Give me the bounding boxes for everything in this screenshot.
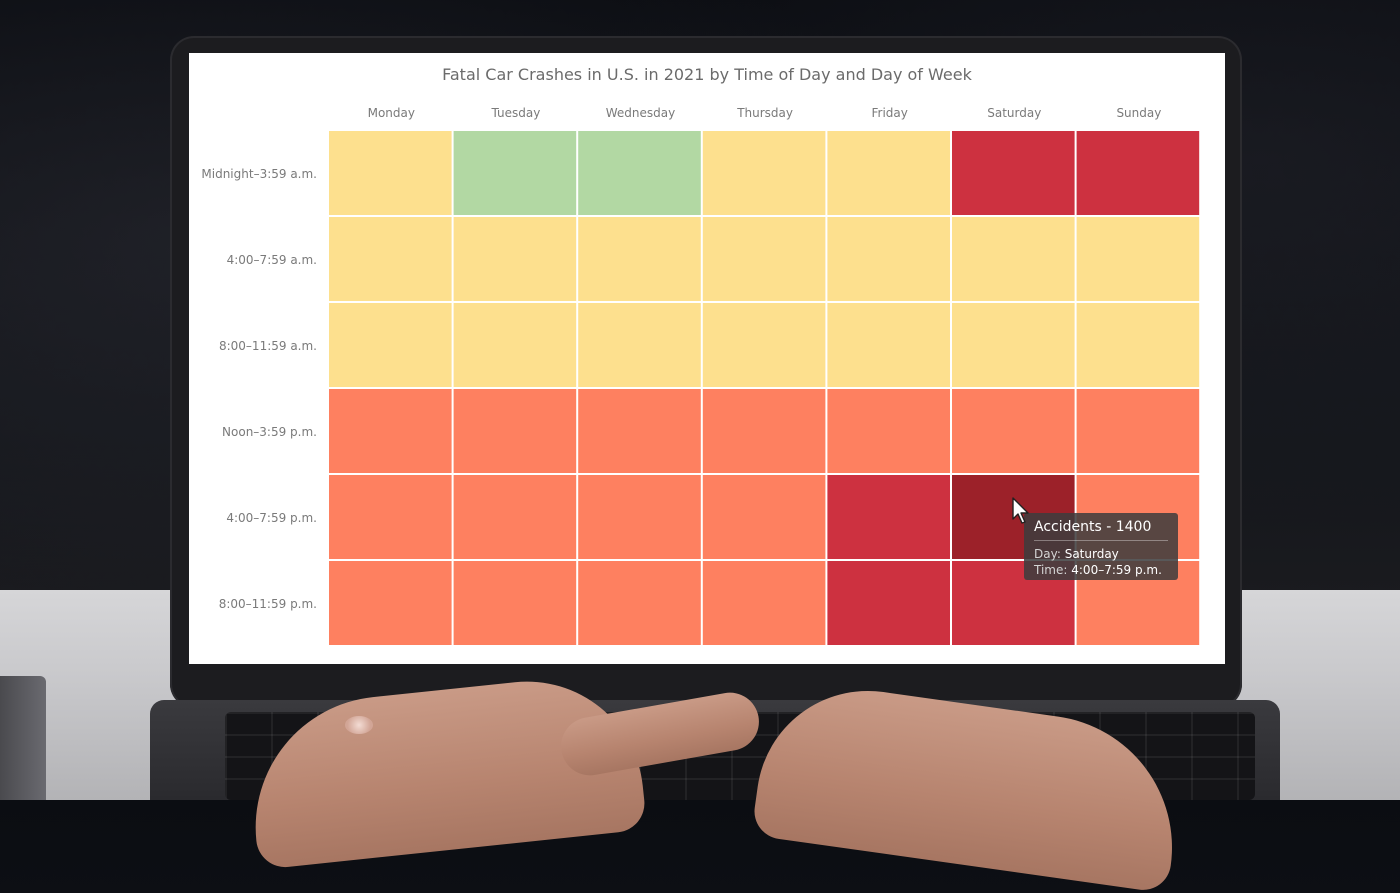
heatmap-cell[interactable] [578,303,701,387]
heatmap-cell[interactable] [453,389,577,473]
tooltip-time-key: Time: [1034,563,1068,577]
heatmap-cell[interactable] [329,217,452,301]
heatmap-cell[interactable] [578,561,701,645]
tooltip-title: Accidents - 1400 [1034,519,1152,535]
heatmap-cell[interactable] [578,475,701,559]
heatmap-cell[interactable] [1076,303,1200,387]
x-tick-label: Saturday [987,106,1041,120]
y-tick-label: 8:00–11:59 p.m. [219,597,317,611]
tooltip-divider [1034,540,1168,541]
heatmap-cell[interactable] [702,561,826,645]
heatmap-cell[interactable] [578,389,701,473]
ring [345,716,373,734]
mouse-cursor-icon [1012,497,1029,524]
x-tick-label: Wednesday [606,106,675,120]
heatmap-cell[interactable] [1076,389,1200,473]
laptop-screen: Fatal Car Crashes in U.S. in 2021 by Tim… [189,53,1225,664]
y-tick-label: Noon–3:59 p.m. [222,425,317,439]
heatmap-cell[interactable] [578,217,701,301]
heatmap-cell[interactable] [827,561,950,645]
heatmap-cell[interactable] [453,131,577,215]
y-tick-label: Midnight–3:59 a.m. [201,167,317,181]
heatmap-cell[interactable] [453,303,577,387]
heatmap-cell[interactable] [827,217,950,301]
x-tick-label: Tuesday [490,106,540,120]
heatmap-cell[interactable] [453,475,577,559]
heatmap-cell[interactable] [1076,131,1200,215]
tooltip-time-value: 4:00–7:59 p.m. [1071,563,1162,577]
x-tick-label: Thursday [736,106,793,120]
heatmap-cell[interactable] [952,303,1075,387]
book-stack [0,676,46,800]
x-tick-label: Monday [368,106,415,120]
y-tick-label: 8:00–11:59 a.m. [219,339,317,353]
heatmap-cell[interactable] [702,303,826,387]
heatmap-cell[interactable] [827,303,950,387]
tooltip: Accidents - 1400 Day: Saturday Time: 4:0… [1024,513,1178,580]
heatmap-cell[interactable] [827,131,950,215]
heatmap-cell[interactable] [453,561,577,645]
x-tick-label: Sunday [1116,106,1161,120]
heatmap-cell[interactable] [329,131,452,215]
y-tick-label: 4:00–7:59 a.m. [227,253,317,267]
heatmap-cell[interactable] [702,389,826,473]
heatmap-cell[interactable] [329,561,452,645]
heatmap-cell[interactable] [329,389,452,473]
heatmap-cell[interactable] [952,131,1075,215]
heatmap-cell[interactable] [453,217,577,301]
heatmap-cell[interactable] [952,389,1075,473]
heatmap-cell[interactable] [702,217,826,301]
heatmap-cell[interactable] [702,131,826,215]
tooltip-day-value: Saturday [1064,547,1119,561]
heatmap-cell[interactable] [329,303,452,387]
heatmap-cell[interactable] [702,475,826,559]
tooltip-time: Time: 4:00–7:59 p.m. [1034,563,1162,577]
tooltip-day-key: Day: [1034,547,1061,561]
heatmap-cell[interactable] [827,389,950,473]
heatmap-cell[interactable] [952,217,1075,301]
x-tick-label: Friday [872,106,908,120]
tooltip-day: Day: Saturday [1034,547,1119,561]
heatmap-cell[interactable] [827,475,950,559]
heatmap-cell[interactable] [578,131,701,215]
chart-title: Fatal Car Crashes in U.S. in 2021 by Tim… [442,65,972,84]
heatmap-chart: Monday Tuesday Wednesday Thursday Friday Satu… [201,106,1200,645]
y-tick-label: 4:00–7:59 p.m. [226,511,317,525]
heatmap-cell[interactable] [329,475,452,559]
heatmap-cell[interactable] [1076,217,1200,301]
